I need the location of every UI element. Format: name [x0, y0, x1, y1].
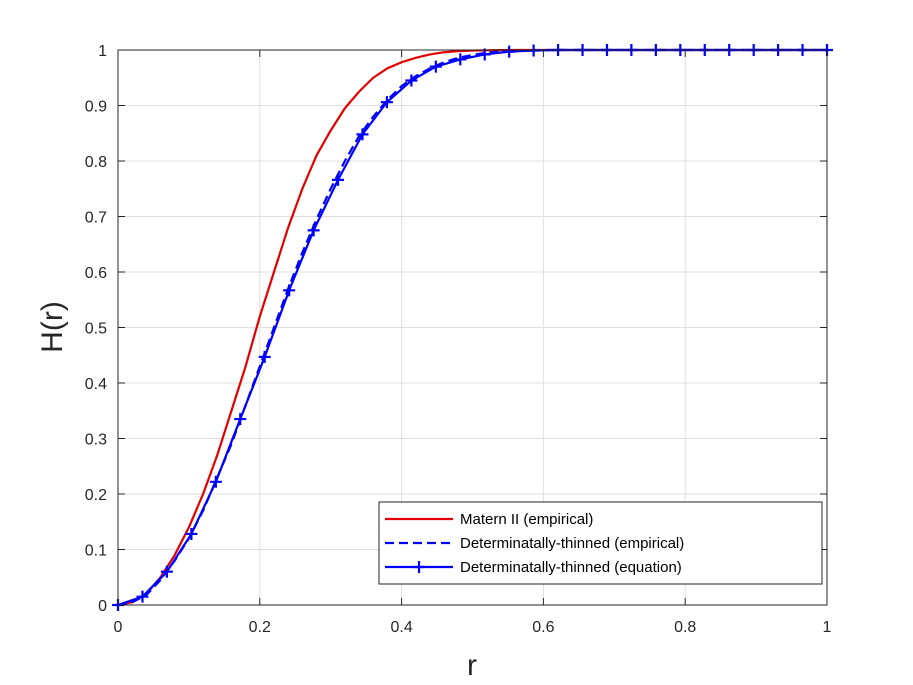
legend-label: Matern II (empirical): [460, 511, 593, 528]
data-point-marker: [454, 53, 467, 66]
tick-labels: 0 0.2 0.4 0.6 0.8 1 0 0.1 0.2 0.3 0.4 0.5 0.6 0.7 0.8 0…: [85, 43, 832, 636]
data-point-marker: [527, 44, 540, 57]
legend-item: Matern II (empirical): [385, 511, 593, 528]
x-tick-label: 0.8: [674, 619, 696, 636]
y-tick-label: 0.5: [85, 321, 107, 338]
data-point-marker: [307, 224, 320, 237]
y-tick-label: 0.8: [85, 154, 107, 171]
x-tick-label: 1: [823, 619, 832, 636]
legend-label: Determinatally-thinned (empirical): [460, 535, 684, 552]
data-point-marker: [380, 96, 393, 109]
data-point-marker: [429, 60, 442, 73]
legend-label: Determinatally-thinned (equation): [460, 559, 682, 576]
y-tick-label: 1: [98, 43, 107, 60]
x-tick-label: 0: [114, 619, 123, 636]
legend-item: Determinatally-thinned (equation): [385, 559, 682, 576]
grid: [117, 49, 828, 606]
data-point-marker: [332, 173, 345, 186]
data-point-marker: [503, 45, 516, 58]
y-tick-label: 0.4: [85, 376, 107, 393]
x-tick-label: 0.2: [249, 619, 271, 636]
x-tick-label: 0.4: [390, 619, 412, 636]
data-point-marker: [234, 413, 247, 426]
y-tick-label: 0: [98, 598, 107, 615]
data-point-marker: [136, 590, 149, 603]
axis-ticks: [117, 49, 828, 606]
legend-item: Determinatally-thinned (empirical): [385, 535, 684, 552]
data-point-marker: [258, 350, 271, 363]
legend-box: [378, 501, 823, 585]
y-axis-title: H(r): [36, 301, 69, 353]
y-tick-label: 0.7: [85, 210, 107, 227]
data-point-marker: [209, 475, 222, 488]
legend: Matern II (empirical) Determinatally-thin…: [378, 501, 823, 585]
y-tick-label: 0.9: [85, 99, 107, 116]
data-point-marker: [160, 565, 173, 578]
y-tick-label: 0.2: [85, 487, 107, 504]
data-point-marker: [185, 527, 198, 540]
data-point-marker: [405, 74, 418, 87]
y-tick-label: 0.1: [85, 543, 107, 560]
data-point-marker: [356, 128, 369, 141]
data-point-marker: [283, 284, 296, 297]
y-tick-label: 0.6: [85, 265, 107, 282]
legend-marker: [413, 561, 425, 573]
x-tick-label: 0.6: [532, 619, 554, 636]
x-axis-title: r: [467, 649, 477, 682]
series-line: [117, 48, 827, 607]
series-1: [117, 48, 827, 607]
y-tick-label: 0.3: [85, 432, 107, 449]
